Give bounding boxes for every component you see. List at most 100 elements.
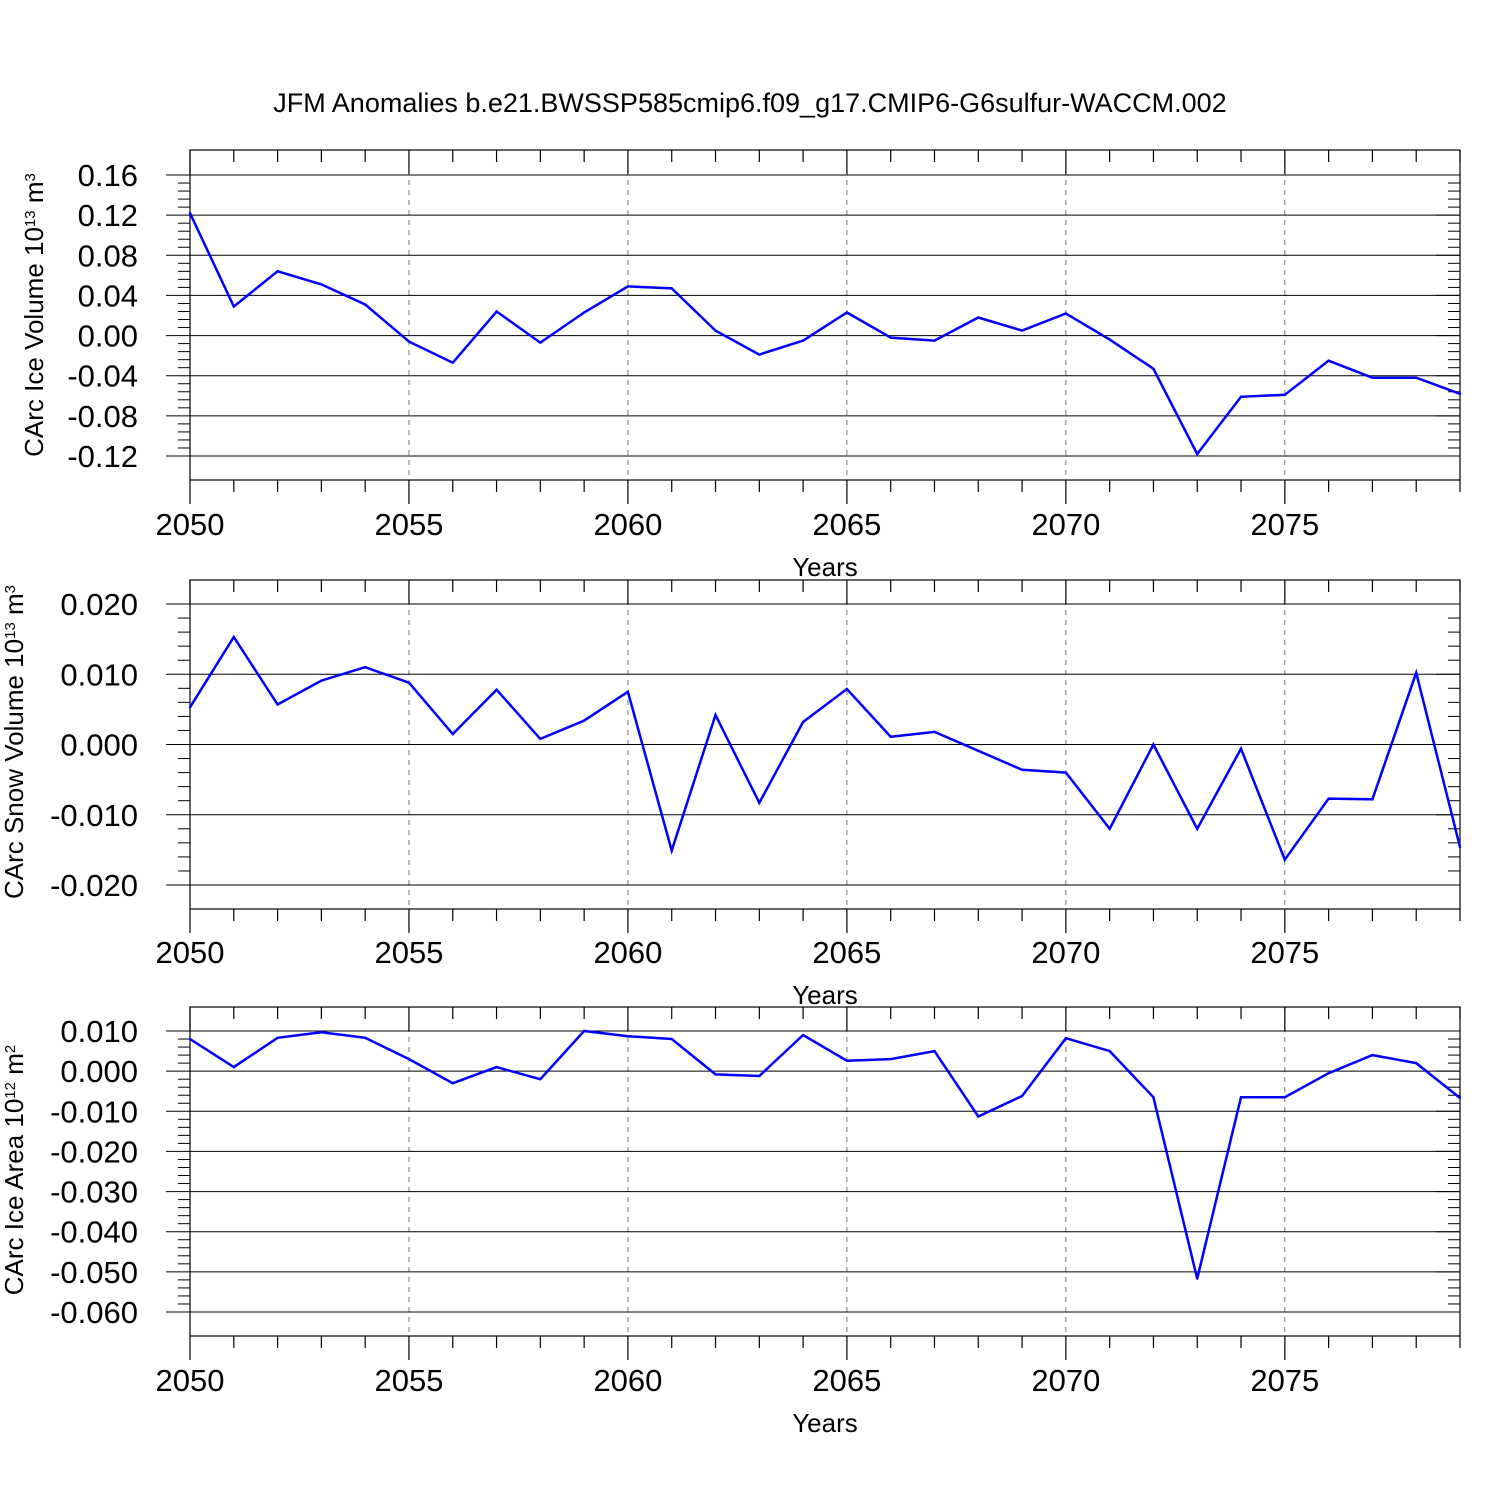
data-point bbox=[626, 285, 630, 288]
data-point bbox=[363, 1036, 367, 1040]
data-point bbox=[670, 1037, 673, 1041]
panel-1: 0.16 0.12 0.08 0.04 0.00 -0.04 -0.08 -0.12 2050 2… bbox=[19, 149, 1462, 582]
x-tick-label: 2075 bbox=[1250, 507, 1319, 542]
figure-title: JFM Anomalies b.e21.BWSSP585cmip6.f09_g1… bbox=[273, 88, 1226, 118]
x-tick-label: 2055 bbox=[374, 507, 443, 542]
y-tick-label: -0.12 bbox=[67, 439, 138, 474]
x-tick-label: 2070 bbox=[1031, 1363, 1100, 1398]
data-point bbox=[1108, 1049, 1111, 1053]
y-tick-label: 0.04 bbox=[78, 278, 138, 313]
data-point bbox=[1152, 743, 1155, 746]
plot-frame bbox=[189, 1006, 1461, 1337]
data-point bbox=[232, 1065, 235, 1069]
data-point bbox=[889, 735, 892, 738]
data-point bbox=[889, 1057, 892, 1061]
data-point bbox=[363, 303, 367, 306]
y-tick-label: -0.060 bbox=[50, 1295, 138, 1330]
data-point bbox=[1239, 1096, 1243, 1099]
data-point bbox=[1415, 671, 1418, 675]
data-point bbox=[933, 1049, 936, 1053]
data-point bbox=[1283, 393, 1287, 396]
series-line bbox=[188, 634, 1462, 863]
data-point bbox=[714, 1073, 717, 1076]
panels: 0.16 0.12 0.08 0.04 0.00 -0.04 -0.08 -0.12 2050 2… bbox=[0, 149, 1462, 1438]
y-tick-label: 0.00 bbox=[78, 319, 138, 354]
data-point bbox=[1196, 452, 1199, 456]
y-tick-label: 0.020 bbox=[60, 587, 138, 622]
data-point bbox=[188, 1037, 192, 1041]
data-point bbox=[1152, 367, 1155, 370]
data-point bbox=[320, 1031, 323, 1034]
data-point bbox=[1064, 771, 1068, 774]
data-point bbox=[845, 687, 849, 691]
data-point bbox=[933, 339, 936, 342]
data-point bbox=[1108, 827, 1111, 830]
panel-2: 0.020 0.010 0.000 -0.010 -0.020 2050 2055 2060 2… bbox=[0, 579, 1462, 1010]
data-point bbox=[801, 720, 805, 724]
y-axis-label: CArc Snow Volume 1013 m3 bbox=[0, 585, 29, 899]
data-point bbox=[582, 1029, 586, 1033]
y-tick-label: -0.040 bbox=[50, 1215, 138, 1250]
plot-frame bbox=[189, 149, 1461, 481]
data-point bbox=[188, 706, 192, 709]
x-tick-label: 2070 bbox=[1031, 935, 1100, 970]
data-point bbox=[714, 713, 717, 717]
data-point bbox=[407, 681, 411, 684]
panel-3: 0.010 0.000 -0.010 -0.020 -0.030 -0.040 -0.050… bbox=[0, 1006, 1462, 1438]
x-tick-label: 2065 bbox=[812, 935, 881, 970]
data-point bbox=[1458, 1096, 1462, 1100]
data-point bbox=[626, 690, 630, 694]
x-tick-label: 2075 bbox=[1250, 1363, 1319, 1398]
data-point bbox=[1371, 798, 1374, 801]
y-tick-label: 0.010 bbox=[60, 657, 138, 692]
data-point bbox=[1108, 338, 1111, 341]
data-point bbox=[758, 353, 761, 356]
x-tick-label: 2050 bbox=[156, 507, 225, 542]
data-point bbox=[933, 730, 936, 734]
data-point bbox=[1327, 1071, 1330, 1075]
y-axis-label: CArc Ice Volume 1013 m3 bbox=[19, 173, 49, 457]
data-point bbox=[670, 849, 673, 852]
x-tick-label: 2050 bbox=[156, 1363, 225, 1398]
data-point bbox=[232, 635, 235, 639]
data-point bbox=[495, 310, 498, 313]
data-point bbox=[407, 340, 411, 343]
y-tick-label: 0.010 bbox=[60, 1014, 138, 1049]
data-point bbox=[977, 1115, 980, 1118]
data-point bbox=[758, 801, 761, 805]
data-point bbox=[977, 749, 980, 753]
x-tick-label: 2060 bbox=[593, 507, 662, 542]
x-tick-label: 2065 bbox=[812, 1363, 881, 1398]
series-line bbox=[189, 1029, 1461, 1279]
y-tick-label: -0.04 bbox=[67, 359, 138, 394]
data-point bbox=[582, 719, 586, 722]
data-point bbox=[1327, 797, 1330, 800]
data-point bbox=[276, 270, 279, 273]
data-point bbox=[1239, 395, 1243, 398]
data-point bbox=[451, 1081, 454, 1085]
data-point bbox=[407, 1057, 411, 1061]
y-tick-label: 0.08 bbox=[78, 238, 138, 273]
y-tick-label: -0.050 bbox=[50, 1255, 138, 1290]
y-tick-label: 0.000 bbox=[60, 1054, 138, 1089]
data-point bbox=[1196, 1277, 1199, 1280]
y-tick-label: 0.12 bbox=[78, 198, 138, 233]
data-point bbox=[363, 666, 367, 669]
data-point bbox=[1064, 1037, 1068, 1040]
data-point bbox=[1458, 845, 1462, 849]
x-axis-label: Years bbox=[792, 552, 858, 582]
series-line bbox=[188, 212, 1461, 457]
data-point bbox=[1196, 827, 1199, 830]
x-tick-label: 2065 bbox=[812, 507, 881, 542]
data-point bbox=[977, 316, 980, 319]
x-tick-label: 2060 bbox=[593, 935, 662, 970]
data-point bbox=[626, 1035, 630, 1038]
y-tick-label: -0.08 bbox=[67, 399, 138, 434]
data-point bbox=[495, 688, 498, 691]
data-point bbox=[539, 1077, 542, 1081]
data-point bbox=[495, 1065, 498, 1069]
x-axis-label: Years bbox=[792, 980, 858, 1010]
data-point bbox=[1239, 747, 1243, 750]
data-point bbox=[276, 703, 279, 706]
